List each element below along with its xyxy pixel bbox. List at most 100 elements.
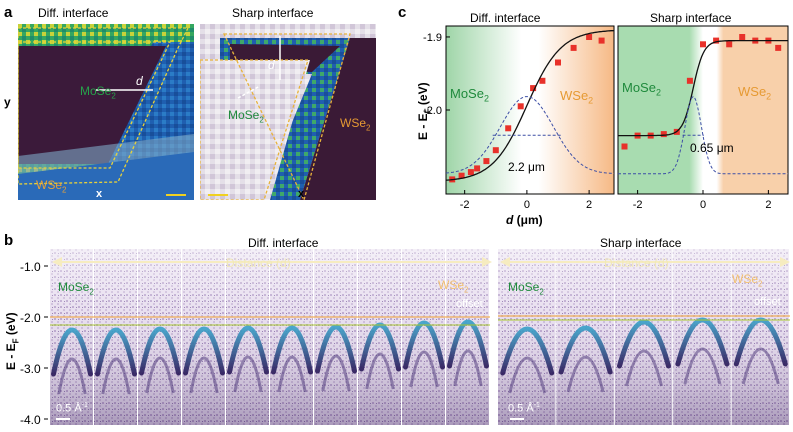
arpes-right-distance-label: Distance (d) [604, 256, 669, 270]
chart-left-derivative-line [445, 96, 615, 174]
chart-right-mose2-label: MoSe2 [622, 80, 661, 98]
arpes-left-band-lower [101, 357, 131, 395]
arpes-left-tile-shade [94, 249, 137, 425]
panel-b-ytick-1: -1.0 [20, 260, 41, 274]
chart-right-data-point [686, 77, 693, 84]
arpes-left-tile-shade [138, 249, 181, 425]
arpes-left-wse2-label: WSe2 [438, 278, 469, 295]
sharp-map-d-label: d [268, 58, 275, 72]
chart-left-data-point [458, 172, 465, 179]
chart-left-background [446, 26, 614, 194]
panel-c-letter: c [398, 4, 407, 21]
chart-right-data-point [713, 37, 720, 44]
panel-b-ytick-4: -4.0 [20, 413, 41, 427]
arpes-left-group [50, 249, 489, 425]
arpes-left-band [315, 324, 357, 374]
chart-left-xtick-label: 2 [586, 199, 592, 211]
chart-left-data-point [474, 165, 481, 172]
chart-right-xtick-label: -2 [633, 199, 643, 211]
chart-left-ytick-label: -1.9 [423, 32, 442, 44]
chart-left-mose2-label: MoSe2 [450, 86, 489, 104]
sharp-interface-map-svg [200, 24, 376, 200]
arpes-left-offset-label: offset [456, 298, 483, 310]
arpes-right-band [558, 325, 613, 375]
panel-a-right-title: Sharp interface [232, 6, 314, 20]
arpes-left-band-lower [453, 349, 483, 387]
arpes-left-tile-shade [50, 249, 93, 425]
diff-interface-map [18, 24, 194, 200]
arpes-left-band-lower [145, 356, 175, 394]
chart-right-xtick-label: 2 [765, 199, 771, 211]
chart-left-xtick-label: -2 [460, 199, 470, 211]
arpes-left-band [51, 327, 93, 377]
sharp-map-wse2-label: WSe2 [340, 116, 371, 133]
arpes-left-band [403, 320, 445, 370]
chart-right-data-point [775, 44, 782, 51]
chart-right-data-point [726, 41, 733, 48]
chart-right-plot [618, 34, 788, 175]
sharp-map-x-label: x [298, 188, 305, 200]
arpes-right-band-lower [625, 349, 663, 387]
chart-left-width-label: 2.2 μm [508, 160, 545, 174]
arpes-left-band [95, 327, 137, 377]
chart-left-data-point [505, 125, 512, 132]
arpes-right-tile-shade [556, 249, 614, 425]
arpes-left-band [447, 319, 489, 369]
chart-left-data-point [530, 85, 537, 92]
arpes-left-band-lower [189, 356, 219, 394]
diff-map-wse2-label: WSe2 [36, 178, 67, 195]
diff-map-x-label: x [96, 188, 103, 200]
panel-a-y-axis-label: y [4, 95, 11, 109]
chart-left-xtick-label: 0 [524, 199, 530, 211]
arpes-right-mose2-label: MoSe2 [508, 280, 544, 297]
sharp-map-mose2-label: MoSe2 [228, 108, 264, 125]
chart-left-wse2-label: WSe2 [560, 88, 594, 106]
arpes-left-arrow-head-right [482, 257, 492, 267]
arpes-left-tile-shade [402, 249, 445, 425]
arpes-right-group [498, 249, 789, 425]
diff-map-mose2-label: MoSe2 [80, 84, 116, 101]
chart-left-data-point [483, 158, 490, 165]
arpes-right-tile-shade [673, 249, 731, 425]
chart-right-data-point [660, 131, 667, 138]
arpes-left-tile-shade [270, 249, 313, 425]
panel-b-ytick-3: -3.0 [20, 362, 41, 376]
arpes-right-arrow-head-left [500, 257, 510, 267]
arpes-right-band-lower [566, 355, 605, 393]
arpes-left-tile-shade [358, 249, 401, 425]
chart-left-data-point [539, 77, 546, 84]
chart-right-wse2-label: WSe2 [738, 84, 772, 102]
chart-right-data-point [739, 34, 746, 40]
arpes-right-wse2-label: WSe2 [732, 272, 763, 289]
chart-left-title: Diff. interface [470, 11, 541, 25]
arpes-left-tile-shade [226, 249, 269, 425]
arpes-left-band-lower [365, 352, 395, 390]
diff-interface-map-svg [18, 24, 194, 200]
chart-left-data-point [570, 44, 577, 51]
chart-left-fit-line [445, 29, 615, 181]
chart-left-data-point [586, 34, 593, 40]
arpes-right-band-lower [508, 356, 547, 394]
chart-right-derivative-line [618, 95, 788, 175]
chart-right-fit-line [618, 39, 788, 137]
chart-left-data-point [555, 59, 561, 66]
chart-left-data-point [492, 147, 499, 154]
arpes-left-tile-shade [446, 249, 489, 425]
chart-right-xtick-label: 0 [700, 199, 706, 211]
arpes-right-offset-label: offset [754, 296, 781, 308]
panel-b-ytick-2: -2.0 [20, 311, 41, 325]
panel-a-left-title: Diff. interface [38, 6, 109, 20]
arpes-right-scale-label: 0.5 Å-1 [508, 402, 540, 415]
panel-b-letter: b [4, 232, 14, 249]
arpes-right-band-lower [741, 347, 780, 385]
arpes-left-scale-bar [56, 418, 70, 420]
arpes-left-band [271, 325, 313, 375]
arpes-right-scale-bar [510, 418, 524, 420]
arpes-left-arrow-head-left [52, 257, 62, 267]
arpes-left-band [227, 325, 269, 375]
sharp-interface-map [200, 24, 376, 200]
arpes-right-arrow-head-right [780, 257, 790, 267]
arpes-left-band [183, 326, 225, 376]
arpes-left-distance-label: Distance (d) [226, 256, 291, 270]
arpes-left-tile-shade [182, 249, 225, 425]
